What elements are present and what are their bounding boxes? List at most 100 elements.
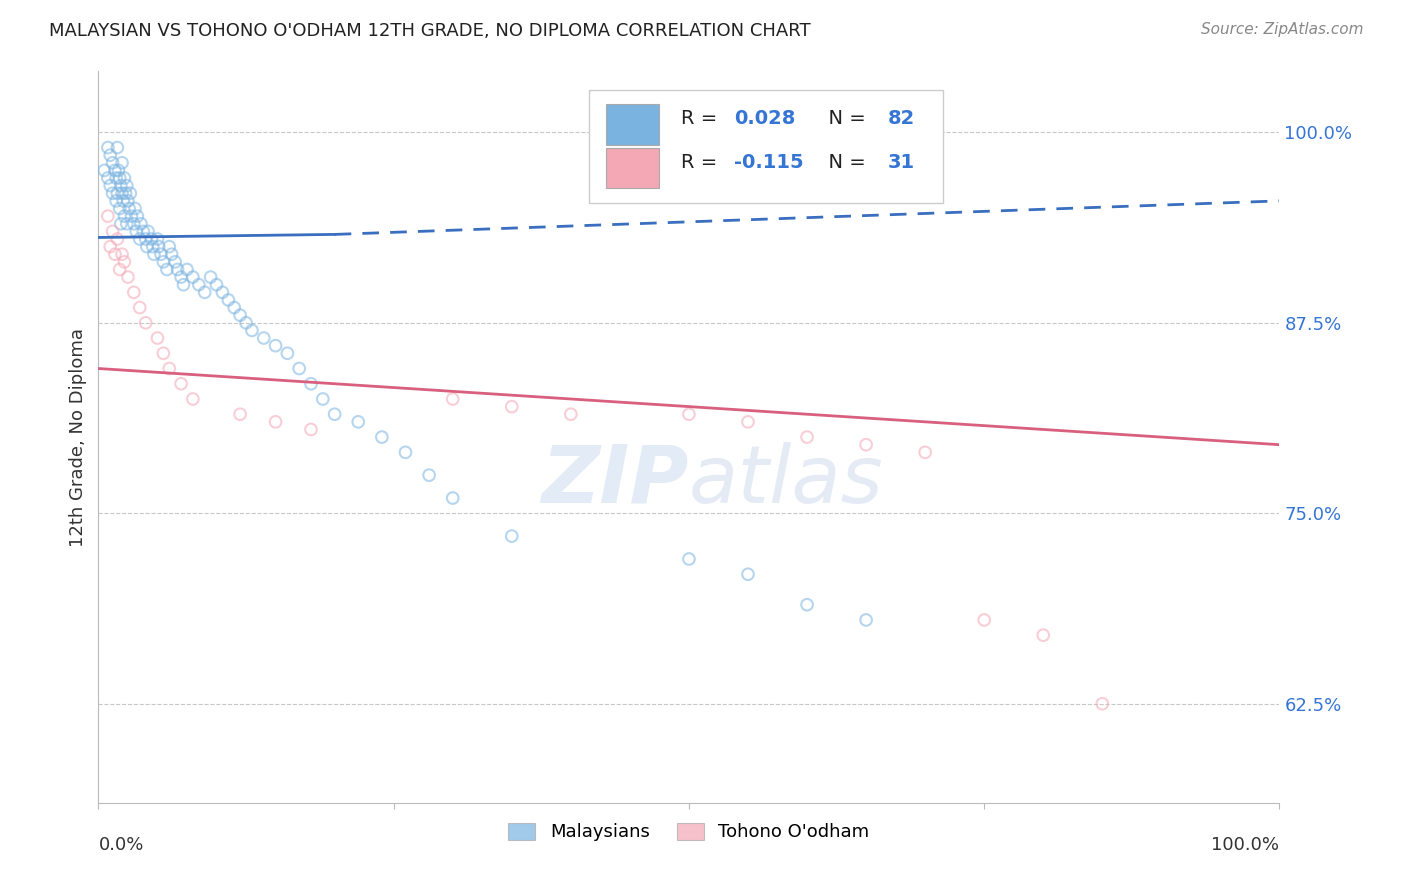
Point — [240, 323, 263, 337]
Point — [142, 239, 165, 253]
Point — [166, 262, 188, 277]
Point — [211, 285, 233, 300]
Point — [141, 232, 163, 246]
Point — [737, 415, 759, 429]
Point — [148, 239, 170, 253]
Point — [264, 415, 287, 429]
Text: atlas: atlas — [689, 442, 884, 520]
Point — [125, 224, 148, 238]
Point — [110, 178, 132, 193]
Point — [104, 247, 127, 261]
Text: 100.0%: 100.0% — [1212, 836, 1279, 854]
Point — [394, 445, 416, 459]
Text: R =: R = — [681, 153, 723, 172]
Point — [117, 194, 139, 208]
Point — [181, 392, 204, 406]
Point — [105, 171, 128, 186]
Point — [136, 224, 159, 238]
Point — [111, 247, 134, 261]
Point — [1032, 628, 1054, 642]
Point — [98, 239, 121, 253]
Point — [121, 209, 143, 223]
Legend: Malaysians, Tohono O'odham: Malaysians, Tohono O'odham — [501, 815, 877, 848]
Point — [98, 148, 121, 162]
Text: 31: 31 — [887, 153, 914, 172]
Point — [118, 202, 141, 216]
Point — [914, 445, 936, 459]
Point — [111, 156, 134, 170]
Text: ZIP: ZIP — [541, 442, 689, 520]
FancyBboxPatch shape — [589, 90, 943, 203]
Point — [146, 331, 169, 345]
Point — [112, 209, 135, 223]
Point — [501, 400, 523, 414]
Point — [194, 285, 217, 300]
Point — [165, 255, 187, 269]
Point — [796, 430, 818, 444]
Point — [205, 277, 228, 292]
Point — [229, 308, 252, 322]
Y-axis label: 12th Grade, No Diploma: 12th Grade, No Diploma — [69, 327, 87, 547]
Point — [150, 247, 173, 261]
Point — [124, 202, 146, 216]
Point — [200, 270, 222, 285]
Point — [229, 407, 252, 421]
Point — [323, 407, 346, 421]
Point — [172, 277, 194, 292]
Text: 0.028: 0.028 — [734, 110, 796, 128]
Point — [97, 209, 120, 223]
Point — [117, 270, 139, 285]
Text: R =: R = — [681, 110, 723, 128]
Text: N =: N = — [817, 153, 873, 172]
Point — [108, 262, 131, 277]
Point — [441, 392, 464, 406]
Point — [97, 140, 120, 154]
Point — [157, 361, 180, 376]
Point — [176, 262, 198, 277]
Point — [152, 346, 174, 360]
Point — [98, 178, 121, 193]
Point — [678, 407, 700, 421]
Text: MALAYSIAN VS TOHONO O'ODHAM 12TH GRADE, NO DIPLOMA CORRELATION CHART: MALAYSIAN VS TOHONO O'ODHAM 12TH GRADE, … — [49, 22, 811, 40]
Point — [973, 613, 995, 627]
Point — [418, 468, 440, 483]
Point — [115, 217, 138, 231]
Point — [105, 140, 128, 154]
Text: 82: 82 — [887, 110, 915, 128]
Point — [135, 232, 157, 246]
Point — [181, 270, 204, 285]
Point — [127, 209, 149, 223]
Point — [128, 301, 150, 315]
Point — [441, 491, 464, 505]
Text: 0.0%: 0.0% — [98, 836, 143, 854]
Point — [299, 376, 322, 391]
Point — [299, 422, 322, 436]
Point — [264, 339, 287, 353]
Point — [128, 232, 150, 246]
Point — [105, 194, 128, 208]
Text: Source: ZipAtlas.com: Source: ZipAtlas.com — [1201, 22, 1364, 37]
Point — [112, 171, 135, 186]
Point — [104, 163, 127, 178]
Point — [796, 598, 818, 612]
Point — [152, 255, 174, 269]
FancyBboxPatch shape — [606, 148, 659, 188]
Point — [101, 186, 124, 201]
Point — [737, 567, 759, 582]
Point — [112, 194, 135, 208]
Point — [501, 529, 523, 543]
Point — [108, 202, 131, 216]
Point — [101, 156, 124, 170]
Point — [142, 247, 165, 261]
Point — [157, 239, 180, 253]
Point — [371, 430, 394, 444]
Point — [217, 293, 239, 307]
Point — [170, 376, 193, 391]
Point — [112, 255, 135, 269]
Point — [187, 277, 209, 292]
Point — [1091, 697, 1114, 711]
FancyBboxPatch shape — [606, 104, 659, 145]
Point — [105, 186, 128, 201]
Text: N =: N = — [817, 110, 873, 128]
Point — [120, 186, 142, 201]
